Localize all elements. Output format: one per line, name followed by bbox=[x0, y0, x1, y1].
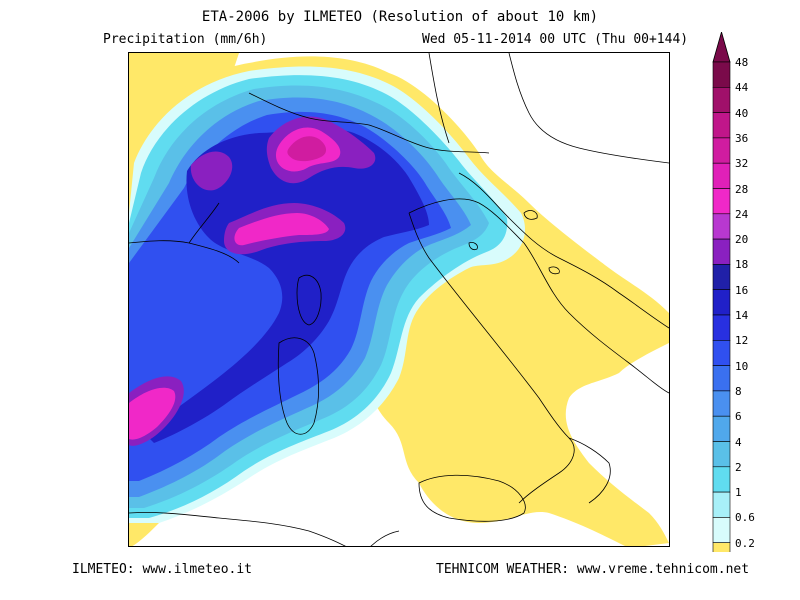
map-title: ETA-2006 by ILMETEO (Resolution of about… bbox=[201, 9, 599, 25]
legend-swatch-18 bbox=[712, 264, 731, 290]
coastlines bbox=[129, 53, 669, 546]
legend-arrow bbox=[712, 32, 731, 63]
legend-label-48: 48 bbox=[735, 56, 749, 69]
legend-label-36: 36 bbox=[735, 131, 749, 145]
legend-swatch-12 bbox=[712, 339, 731, 366]
legend-label-24: 24 bbox=[735, 207, 749, 221]
legend-swatch-20 bbox=[712, 238, 731, 265]
legend-swatch-32 bbox=[712, 162, 731, 189]
legend-swatch-1 bbox=[712, 491, 731, 518]
precipitation-map bbox=[128, 52, 670, 547]
precip-28c bbox=[129, 387, 176, 440]
legend-swatch-8 bbox=[712, 390, 731, 417]
legend-label-40: 40 bbox=[735, 106, 749, 120]
legend-label-6: 6 bbox=[735, 410, 742, 424]
legend-swatch-36 bbox=[712, 137, 731, 164]
legend-colorbar bbox=[712, 32, 731, 552]
legend-swatch-0.6 bbox=[712, 517, 731, 543]
legend-label-8: 8 bbox=[735, 384, 742, 398]
precip-20 bbox=[190, 151, 233, 191]
precip-36 bbox=[287, 136, 327, 162]
footer-right: TEHNICOM WEATHER: www.vreme.tehnicom.net bbox=[436, 562, 750, 577]
legend-label-16: 16 bbox=[735, 283, 749, 297]
legend-swatch-10 bbox=[712, 365, 731, 392]
legend-label-0.2: 0.2 bbox=[735, 536, 755, 550]
legend-swatch-24 bbox=[712, 213, 731, 240]
legend-swatch-28 bbox=[712, 188, 731, 215]
legend-label-0.6: 0.6 bbox=[735, 511, 755, 525]
precip-16 bbox=[144, 128, 429, 444]
precip-legend: 48 44 40 36 32 28 24 20 18 16 14 12 10 8 6 4 2 1 0.6 0.2 bbox=[708, 32, 798, 552]
footer-left: ILMETEO: www.ilmeteo.it bbox=[72, 562, 253, 577]
legend-swatch-40 bbox=[712, 112, 731, 139]
legend-swatch-0.2 bbox=[712, 542, 731, 552]
map-canvas bbox=[129, 53, 669, 546]
legend-label-14: 14 bbox=[735, 309, 749, 322]
legend-label-44: 44 bbox=[735, 81, 749, 95]
legend-label-18: 18 bbox=[735, 258, 749, 272]
legend-label-20: 20 bbox=[735, 233, 749, 247]
legend-label-2: 2 bbox=[735, 460, 742, 474]
precip-0.2 bbox=[129, 53, 239, 193]
legend-label-1: 1 bbox=[735, 486, 742, 500]
legend-swatch-44 bbox=[712, 86, 731, 113]
legend-label-32: 32 bbox=[735, 157, 749, 171]
legend-swatch-16 bbox=[712, 289, 731, 316]
legend-swatch-4 bbox=[712, 441, 731, 468]
legend-label-28: 28 bbox=[735, 182, 749, 196]
legend-swatch-48 bbox=[712, 61, 731, 88]
legend-swatch-6 bbox=[712, 415, 731, 442]
legend-label-10: 10 bbox=[735, 359, 749, 373]
valid-time: Wed 05-11-2014 00 UTC (Thu 00+144) bbox=[422, 32, 689, 47]
legend-swatch-14 bbox=[712, 314, 731, 341]
variable-label: Precipitation (mm/6h) bbox=[103, 32, 268, 47]
precip-28b bbox=[234, 213, 329, 246]
legend-label-4: 4 bbox=[735, 435, 742, 449]
legend-label-12: 12 bbox=[735, 334, 749, 348]
legend-swatch-2 bbox=[712, 466, 731, 493]
